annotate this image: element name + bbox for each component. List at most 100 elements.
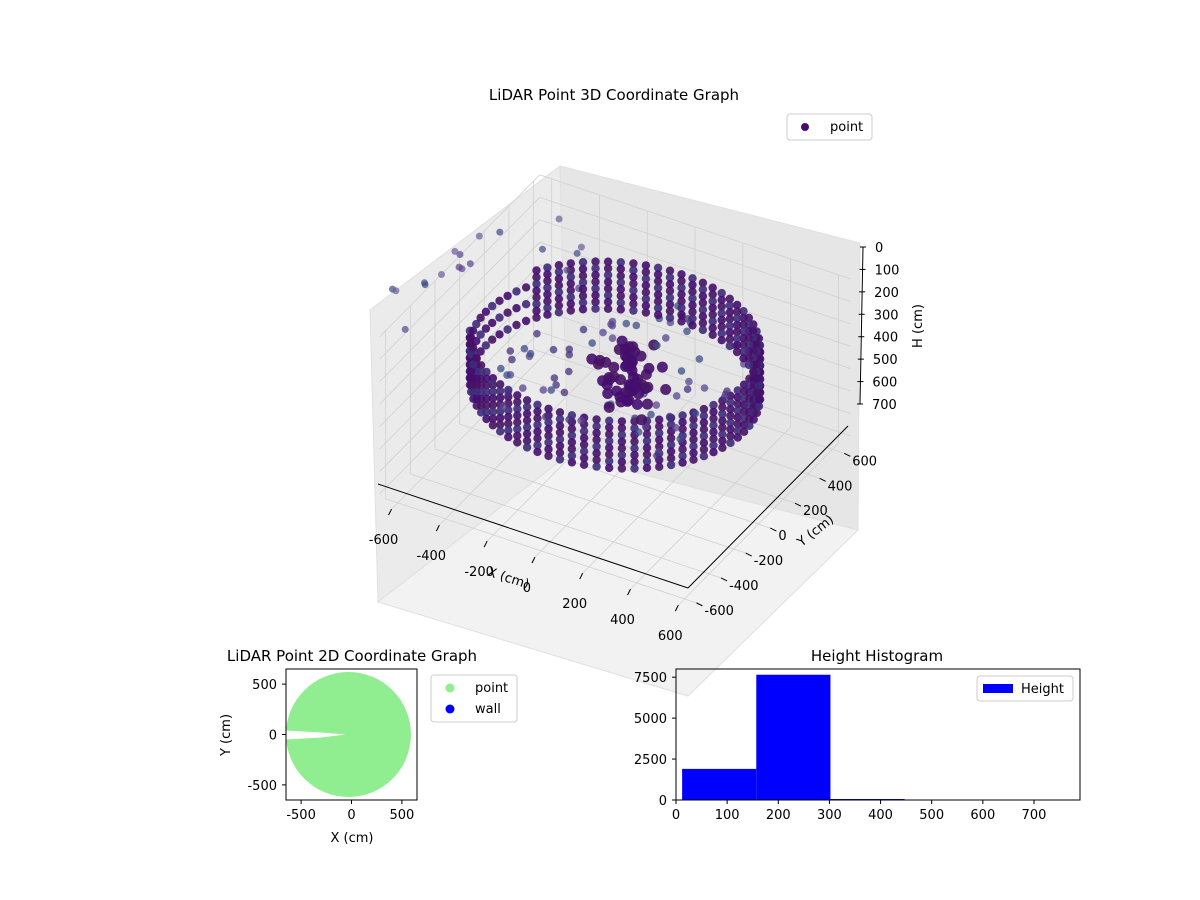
data-point xyxy=(726,418,735,427)
data-point xyxy=(495,313,504,322)
data-point xyxy=(717,302,726,311)
data-point xyxy=(603,304,613,313)
data-point xyxy=(653,303,663,313)
data-point xyxy=(699,425,709,434)
data-point xyxy=(513,404,522,413)
data-point xyxy=(630,437,639,446)
data-point xyxy=(555,435,565,444)
data-point xyxy=(605,416,614,425)
data-point xyxy=(629,259,638,268)
x-tick-label: -200 xyxy=(464,565,494,580)
data-point xyxy=(555,414,565,424)
data-point xyxy=(655,462,664,471)
data-point xyxy=(567,438,577,447)
data-point xyxy=(579,427,589,436)
data-point xyxy=(733,406,742,415)
data-point xyxy=(566,279,575,288)
data-point xyxy=(552,381,560,389)
data-point xyxy=(603,264,613,273)
data-point xyxy=(677,310,686,319)
legend-histogram-frame xyxy=(976,675,1074,702)
data-point xyxy=(605,430,614,439)
data-point xyxy=(566,259,575,268)
y-tick-mark xyxy=(720,577,728,582)
data-point xyxy=(591,270,600,280)
data-point xyxy=(617,423,627,433)
data-point xyxy=(577,416,585,425)
data-point xyxy=(709,400,718,410)
data-point xyxy=(718,409,727,419)
data-point xyxy=(554,267,564,277)
data-point xyxy=(726,425,735,434)
data-point xyxy=(539,386,548,394)
data-point xyxy=(522,409,532,418)
data-point xyxy=(549,345,558,354)
data-point xyxy=(513,438,522,447)
data-point xyxy=(578,284,588,294)
data-point xyxy=(476,313,485,322)
grid-line-left-z xyxy=(379,286,541,450)
data-point xyxy=(698,298,708,308)
data-point xyxy=(543,290,552,299)
data-point xyxy=(605,443,614,452)
data-point xyxy=(566,306,575,315)
x-tick-label: 400 xyxy=(610,613,635,628)
data-point xyxy=(739,333,748,343)
data-point xyxy=(578,258,588,267)
x-axis-line xyxy=(377,483,689,589)
data-point xyxy=(726,405,735,414)
data-point xyxy=(629,272,638,282)
data-point xyxy=(726,411,735,421)
x-tick-mark xyxy=(483,540,488,548)
x-tick-label: 200 xyxy=(766,808,791,823)
data-point xyxy=(533,427,542,436)
data-point xyxy=(733,386,742,395)
data-point xyxy=(666,460,676,470)
data-point xyxy=(755,388,765,397)
data-point xyxy=(683,385,692,394)
data-point xyxy=(732,347,742,357)
data-point xyxy=(630,450,639,460)
data-point xyxy=(641,294,651,304)
data-point xyxy=(592,455,601,465)
legend-2d-point-label: point xyxy=(475,681,508,696)
data-point xyxy=(629,266,638,275)
data-point xyxy=(665,313,675,322)
data-point xyxy=(717,329,726,338)
data-point xyxy=(578,291,588,301)
legend-histogram-swatch xyxy=(983,684,1013,693)
data-point xyxy=(655,435,664,444)
data-point xyxy=(698,285,708,294)
data-point xyxy=(689,428,698,437)
data-point xyxy=(666,454,676,463)
x-tick-label: 500 xyxy=(389,808,414,823)
data-point xyxy=(749,415,758,424)
data-point xyxy=(543,270,552,279)
data-point xyxy=(588,339,596,347)
data-point xyxy=(591,304,600,313)
data-point xyxy=(653,297,663,306)
data-point xyxy=(653,310,663,320)
data-point xyxy=(544,424,553,434)
data-point xyxy=(665,280,675,289)
data-point xyxy=(733,426,742,435)
y-tick-mark xyxy=(696,602,703,607)
data-point xyxy=(466,366,476,376)
data-point xyxy=(726,438,735,448)
y-axis-line xyxy=(687,425,849,589)
grid-line-back-z xyxy=(539,309,851,414)
grid-line-back-z xyxy=(539,286,851,392)
y-tick-label: 200 xyxy=(803,504,828,519)
data-point xyxy=(688,274,697,283)
data-point xyxy=(605,450,614,459)
data-point xyxy=(726,398,735,407)
data-point xyxy=(739,320,748,329)
data-point xyxy=(699,445,709,454)
data-point xyxy=(642,398,653,410)
data-point xyxy=(469,394,478,403)
data-point xyxy=(708,330,717,339)
z-tick-label: 300 xyxy=(874,308,899,323)
histogram-ticks: 0 100 200 300 400 500 600 700 0 2500 5000 7500 xyxy=(634,671,1046,823)
y-tick-label: 0 xyxy=(659,794,667,809)
